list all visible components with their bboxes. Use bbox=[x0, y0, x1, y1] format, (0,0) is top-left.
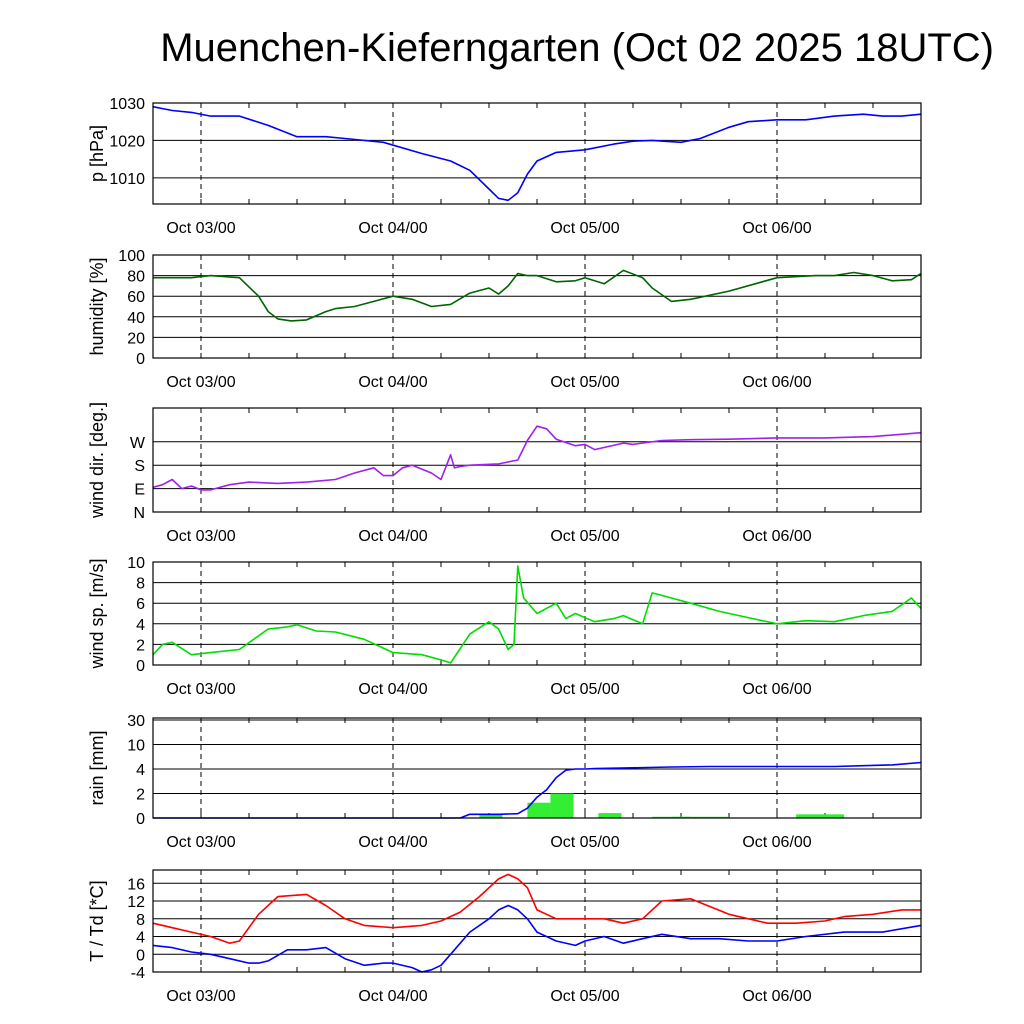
series-line-1 bbox=[152, 565, 922, 664]
y-tick-label: 100 bbox=[118, 248, 145, 265]
y-tick-label: 80 bbox=[127, 269, 145, 286]
y-tick-label: 4 bbox=[136, 762, 145, 779]
y-tick-label: 0 bbox=[136, 351, 145, 368]
x-tick-label: Oct 05/00 bbox=[550, 220, 619, 237]
y-tick-label: 1020 bbox=[109, 133, 145, 150]
y-tick-label: 0 bbox=[136, 947, 145, 964]
x-tick-label: Oct 04/00 bbox=[358, 528, 427, 545]
x-tick-label: Oct 03/00 bbox=[166, 988, 235, 1005]
x-tick-label: Oct 05/00 bbox=[550, 988, 619, 1005]
y-tick-label: 60 bbox=[127, 289, 145, 306]
y-tick-label: 0 bbox=[136, 811, 145, 828]
series-line-1 bbox=[153, 269, 922, 322]
x-tick-label: Oct 06/00 bbox=[742, 528, 811, 545]
rain-bar bbox=[527, 802, 551, 818]
x-tick-label: Oct 03/00 bbox=[166, 528, 235, 545]
y-tick-label: 30 bbox=[127, 713, 145, 730]
y-tick-label: E bbox=[134, 482, 145, 499]
x-tick-label: Oct 04/00 bbox=[358, 681, 427, 698]
x-tick-label: Oct 04/00 bbox=[358, 988, 427, 1005]
y-tick-label: 2 bbox=[136, 637, 145, 654]
series-line-1 bbox=[153, 761, 922, 819]
y-tick-label: 10 bbox=[127, 738, 145, 755]
panel-frame bbox=[152, 561, 922, 666]
panel-frame bbox=[152, 102, 922, 205]
series-line-2 bbox=[152, 904, 922, 973]
rain-bar bbox=[671, 816, 729, 818]
rain-bar bbox=[550, 793, 574, 818]
x-tick-label: Oct 04/00 bbox=[358, 374, 427, 391]
x-tick-label: Oct 03/00 bbox=[166, 681, 235, 698]
y-tick-label: 6 bbox=[136, 596, 145, 613]
page-title: Muenchen-Kieferngarten (Oct 02 2025 18UT… bbox=[160, 26, 994, 70]
panel-frame bbox=[152, 254, 922, 359]
x-tick-label: Oct 05/00 bbox=[550, 374, 619, 391]
y-tick-label: W bbox=[130, 435, 146, 452]
y-axis-label: rain [mm] bbox=[87, 730, 107, 805]
series-line-1 bbox=[152, 873, 921, 945]
x-tick-label: Oct 05/00 bbox=[550, 528, 619, 545]
x-tick-label: Oct 05/00 bbox=[550, 681, 619, 698]
y-tick-label: 16 bbox=[127, 876, 145, 893]
y-tick-label: 4 bbox=[136, 930, 145, 947]
series-line-1 bbox=[152, 105, 922, 202]
y-axis-label: T / Td [*C] bbox=[87, 880, 107, 961]
y-tick-label: 8 bbox=[136, 576, 145, 593]
y-tick-label: 12 bbox=[127, 894, 145, 911]
y-axis-label: p [hPa] bbox=[87, 125, 107, 182]
y-tick-label: 0 bbox=[136, 658, 145, 675]
y-tick-label: 2 bbox=[136, 787, 145, 804]
y-axis-label: wind sp. [m/s] bbox=[87, 558, 107, 669]
x-tick-label: Oct 04/00 bbox=[358, 834, 427, 851]
x-tick-label: Oct 03/00 bbox=[166, 220, 235, 237]
x-tick-label: Oct 06/00 bbox=[742, 374, 811, 391]
panel-frame bbox=[152, 717, 922, 819]
rain-bar bbox=[479, 813, 503, 818]
rain-bar bbox=[598, 813, 622, 818]
x-tick-label: Oct 06/00 bbox=[742, 834, 811, 851]
x-tick-label: Oct 06/00 bbox=[742, 681, 811, 698]
y-tick-label: 8 bbox=[136, 912, 145, 929]
series-line-1 bbox=[152, 425, 922, 491]
y-tick-label: 4 bbox=[136, 617, 145, 634]
y-tick-label: N bbox=[133, 505, 145, 522]
x-tick-label: Oct 03/00 bbox=[166, 374, 235, 391]
x-tick-label: Oct 03/00 bbox=[166, 834, 235, 851]
y-axis-label: wind dir. [deg.] bbox=[87, 402, 107, 519]
x-tick-label: Oct 05/00 bbox=[550, 834, 619, 851]
y-tick-label: 10 bbox=[127, 555, 145, 572]
y-tick-label: 20 bbox=[127, 330, 145, 347]
x-tick-label: Oct 06/00 bbox=[742, 220, 811, 237]
y-axis-label: humidity [%] bbox=[87, 257, 107, 355]
y-tick-label: -4 bbox=[131, 965, 145, 982]
y-tick-label: 1030 bbox=[109, 96, 145, 113]
panel-frame bbox=[152, 869, 922, 973]
panel-frame bbox=[152, 407, 922, 513]
y-tick-label: 1010 bbox=[109, 171, 145, 188]
x-tick-label: Oct 06/00 bbox=[742, 988, 811, 1005]
rain-bar bbox=[796, 814, 845, 818]
x-tick-label: Oct 04/00 bbox=[358, 220, 427, 237]
y-tick-label: S bbox=[134, 458, 145, 475]
y-tick-label: 40 bbox=[127, 310, 145, 327]
